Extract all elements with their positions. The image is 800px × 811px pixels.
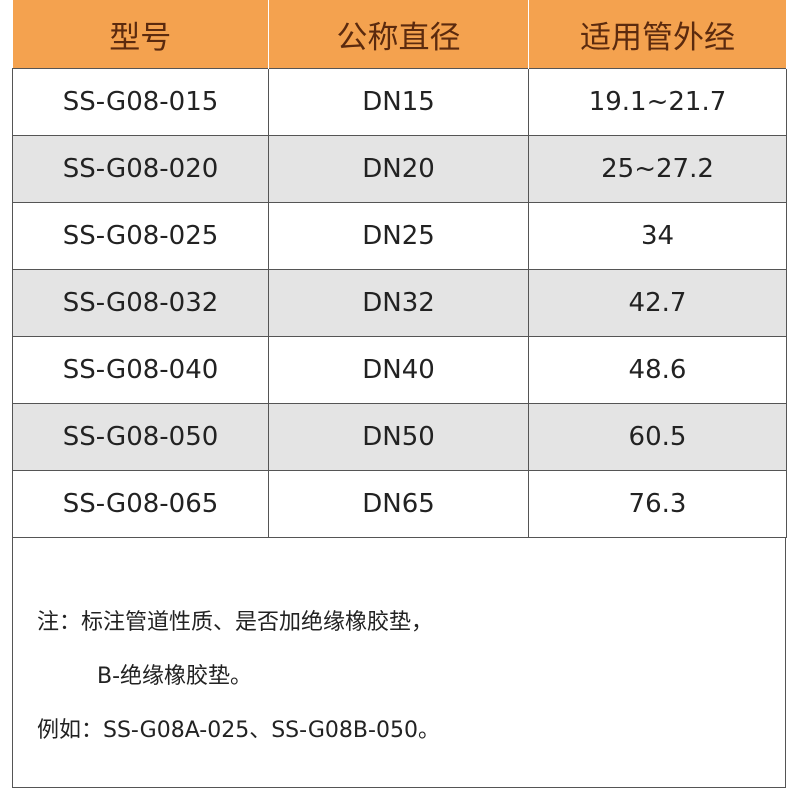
table-row: SS-G08-025 DN25 34 bbox=[12, 202, 787, 270]
spec-sheet: 型号 公称直径 适用管外经 SS-G08-015 DN15 19.1~21.7 SS-G0… bbox=[12, 0, 787, 788]
table-cell: SS-G08-032 bbox=[12, 269, 269, 337]
table-cell: 48.6 bbox=[528, 336, 787, 404]
note-line: B-绝缘橡胶垫。 bbox=[97, 664, 253, 689]
spec-table: 型号 公称直径 适用管外经 SS-G08-015 DN15 19.1~21.7 SS-G0… bbox=[12, 0, 787, 538]
table-body: SS-G08-015 DN15 19.1~21.7 SS-G08-020 DN20 25~… bbox=[12, 68, 787, 538]
table-cell: 34 bbox=[528, 202, 787, 270]
table-cell: DN32 bbox=[268, 269, 529, 337]
table-row: SS-G08-015 DN15 19.1~21.7 bbox=[12, 68, 787, 136]
note-box: 注：标注管道性质、是否加绝缘橡胶垫， B-绝缘橡胶垫。例如：SS-G08A-025… bbox=[12, 538, 786, 788]
table-row: SS-G08-050 DN50 60.5 bbox=[12, 403, 787, 471]
header-row: 型号 公称直径 适用管外经 bbox=[12, 0, 787, 69]
table-cell: DN40 bbox=[268, 336, 529, 404]
header-cell: 型号 bbox=[12, 0, 269, 69]
header-cell: 公称直径 bbox=[268, 0, 529, 69]
table-cell: SS-G08-050 bbox=[12, 403, 269, 471]
table-row: SS-G08-065 DN65 76.3 bbox=[12, 470, 787, 538]
table-cell: 42.7 bbox=[528, 269, 787, 337]
table-row: SS-G08-040 DN40 48.6 bbox=[12, 336, 787, 404]
table-cell: DN25 bbox=[268, 202, 529, 270]
table-cell: DN50 bbox=[268, 403, 529, 471]
table-cell: SS-G08-025 bbox=[12, 202, 269, 270]
table-cell: DN65 bbox=[268, 470, 529, 538]
table-cell: 60.5 bbox=[528, 403, 787, 471]
table-cell: SS-G08-040 bbox=[12, 336, 269, 404]
note-line: 注：标注管道性质、是否加绝缘橡胶垫， bbox=[37, 610, 434, 635]
table-row: SS-G08-020 DN20 25~27.2 bbox=[12, 135, 787, 203]
table-cell: SS-G08-015 bbox=[12, 68, 269, 136]
table-cell: SS-G08-020 bbox=[12, 135, 269, 203]
table-cell: 19.1~21.7 bbox=[528, 68, 787, 136]
note-line: 例如：SS-G08A-025、SS-G08B-050。 bbox=[37, 718, 440, 743]
table-cell: DN20 bbox=[268, 135, 529, 203]
table-row: SS-G08-032 DN32 42.7 bbox=[12, 269, 787, 337]
table-cell: 25~27.2 bbox=[528, 135, 787, 203]
table-cell: DN15 bbox=[268, 68, 529, 136]
header-cell: 适用管外经 bbox=[528, 0, 787, 69]
table-cell: SS-G08-065 bbox=[12, 470, 269, 538]
table-cell: 76.3 bbox=[528, 470, 787, 538]
